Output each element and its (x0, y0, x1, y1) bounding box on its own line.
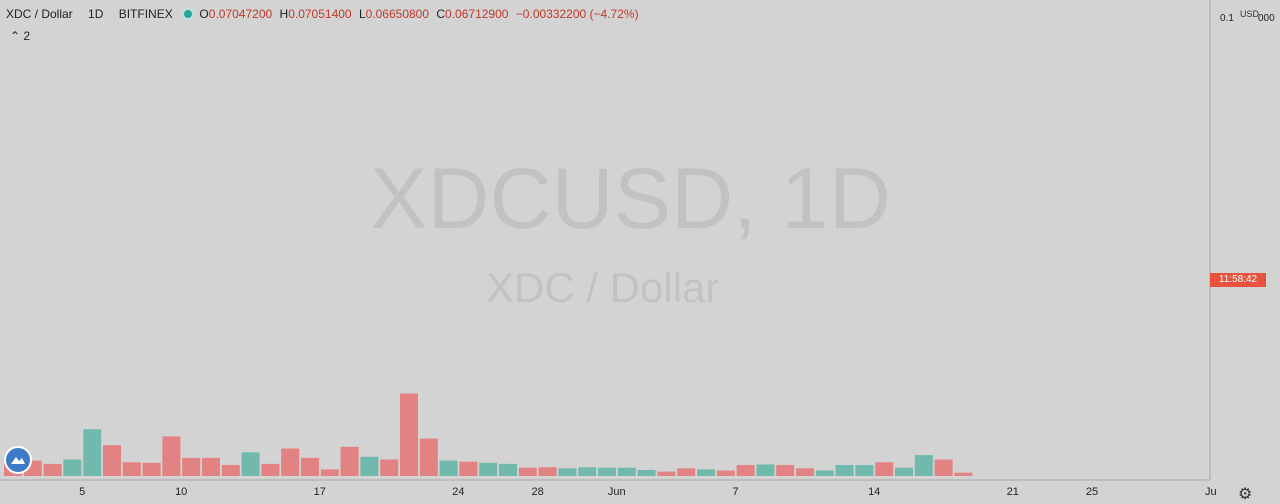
volume-bar (459, 461, 478, 476)
volume-bar (855, 465, 874, 476)
volume-bar (558, 468, 577, 476)
symbol-watermark: XDCUSD, 1D (370, 151, 891, 247)
symbol-name[interactable]: XDC / Dollar (6, 7, 73, 21)
volume-bar (697, 469, 715, 476)
price-axis[interactable]: 0.130000000.120000000.110000000.10000000… (1210, 0, 1275, 24)
volume-bar (934, 459, 953, 476)
volume-bar (716, 470, 735, 476)
volume-bar (360, 456, 379, 476)
volume-bar (340, 446, 359, 476)
time-tick-label: 28 (531, 486, 543, 498)
chart-header: XDC / Dollar 1D BITFINEX O0.07047200 H0.… (6, 7, 647, 21)
volume-bar (657, 471, 676, 476)
volume-bar (954, 472, 973, 476)
volume-bar (63, 459, 82, 476)
volume-bar (419, 438, 438, 476)
time-tick-label: 14 (868, 486, 880, 498)
change-value: −0.00332200 (−4.72%) (515, 7, 639, 21)
price-tick-label: 000 (1258, 13, 1275, 24)
time-tick-label: 24 (452, 486, 464, 498)
volume-bar (162, 436, 181, 476)
time-tick-label: 5 (79, 486, 85, 498)
high-value: 0.07051400 (288, 7, 352, 21)
volume-bar (202, 457, 220, 476)
gear-icon[interactable]: ⚙ (1238, 486, 1253, 503)
volume-bar (122, 462, 141, 476)
volume-bar (241, 452, 260, 476)
volume-bar (815, 470, 834, 476)
volume-bar (499, 463, 517, 476)
ohlc-values: O0.07047200 H0.07051400 L0.06650800 C0.0… (199, 7, 642, 21)
volume-bar (479, 462, 498, 476)
indicator-count: 2 (23, 29, 31, 43)
market-status-icon (184, 10, 193, 18)
volume-bar (538, 467, 557, 476)
time-tick-label: Jun (608, 486, 626, 498)
volume-bar (578, 467, 597, 476)
time-axis[interactable]: 5 10 17 24 28 Jun 7 14 21 25 Ju (79, 486, 1216, 498)
description-watermark: XDC / Dollar (486, 264, 720, 311)
volume-bar (756, 464, 775, 476)
volume-bar (796, 468, 814, 476)
time-tick-label: 10 (175, 486, 187, 498)
volume-bar (617, 467, 636, 476)
volume-bar (598, 467, 616, 476)
time-tick-label: Ju (1205, 486, 1217, 498)
volume-bar (142, 462, 161, 476)
low-value: 0.06650800 (365, 7, 430, 21)
volume-bar (261, 463, 280, 476)
volume-bar (103, 445, 121, 476)
volume-bar (776, 465, 795, 476)
volume-bar (83, 429, 102, 476)
volume-bar (320, 469, 339, 476)
open-label: O (199, 7, 209, 21)
volume-bar (914, 455, 933, 476)
volume-bars (4, 393, 973, 476)
open-value: 0.07047200 (208, 7, 273, 21)
close-value: 0.06712900 (445, 7, 509, 21)
indicator-toggle[interactable]: ⌃ 2 (6, 28, 35, 44)
volume-bar (677, 468, 696, 476)
high-label: H (279, 7, 289, 21)
low-label: L (358, 7, 366, 21)
volume-bar (895, 467, 913, 476)
volume-bar (518, 467, 537, 476)
tradingview-logo-icon[interactable] (4, 446, 32, 474)
close-label: C (436, 7, 446, 21)
volume-bar (400, 393, 418, 476)
time-tick-label: 17 (314, 486, 326, 498)
exchange-label: BITFINEX (118, 7, 173, 21)
volume-bar (380, 459, 399, 476)
time-tick-label: 21 (1007, 486, 1019, 498)
interval-label[interactable]: 1D (88, 7, 104, 21)
chevron-up-icon: ⌃ (10, 29, 21, 43)
volume-bar (835, 465, 854, 476)
volume-bar (281, 448, 300, 476)
volume-bar (439, 460, 458, 476)
volume-bar (875, 462, 894, 476)
volume-bar (182, 457, 201, 476)
volume-bar (43, 463, 62, 476)
volume-bar (221, 465, 240, 476)
volume-bar (637, 469, 656, 476)
volume-bar (736, 465, 755, 476)
time-tick-label: 25 (1086, 486, 1098, 498)
price-tick-label: 0.1 (1220, 13, 1234, 24)
time-tick-label: 7 (733, 486, 739, 498)
volume-bar (301, 457, 319, 476)
countdown-label: 11:58:42 (1210, 273, 1266, 287)
currency-label: USD (1240, 9, 1260, 19)
